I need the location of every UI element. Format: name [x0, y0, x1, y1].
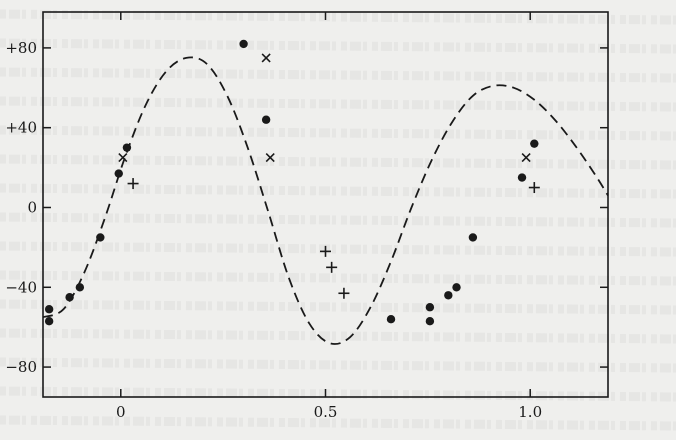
data-point-circle	[386, 315, 396, 324]
data-point-circle	[75, 283, 85, 292]
y-tick-label: 0	[27, 198, 37, 216]
data-point-plus	[326, 261, 338, 273]
data-point-circle	[468, 233, 478, 242]
data-point-plus	[338, 287, 350, 299]
data-point-cross	[118, 153, 128, 163]
background-text-line	[0, 386, 676, 402]
fit-curve	[42, 56, 609, 345]
data-point-plus	[127, 178, 139, 190]
data-point-circle	[44, 316, 54, 326]
background-text-line	[0, 299, 676, 315]
background-text-line	[0, 67, 676, 83]
data-point-circle	[530, 139, 539, 148]
background-text-line	[0, 96, 676, 112]
data-point-circle	[452, 283, 461, 292]
background-text-line	[0, 183, 676, 199]
axis-ticks	[43, 12, 608, 397]
y-tick-label: −40	[5, 278, 37, 296]
y-tick-label: +80	[5, 39, 37, 57]
x-tick-label: 0.5	[314, 403, 338, 421]
background-text-line	[0, 154, 676, 170]
background-text-line	[0, 415, 676, 431]
background-text-line	[0, 125, 676, 141]
data-point-plus	[320, 245, 331, 257]
data-point-circle	[425, 316, 435, 326]
background-text-line	[0, 357, 676, 373]
background-text-line	[0, 270, 676, 286]
data-point-circle	[444, 291, 453, 300]
data-point-cross	[261, 53, 271, 63]
background-text-line	[0, 38, 676, 54]
background-text-line	[0, 241, 676, 257]
x-tick-label: 0	[116, 403, 126, 421]
data-point-cross	[521, 153, 531, 163]
background-text-line	[0, 9, 676, 25]
data-point-circle	[261, 115, 271, 124]
y-tick-label: +40	[5, 119, 37, 137]
background-page-texture	[0, 9, 676, 431]
x-tick-label: 1.0	[518, 403, 542, 421]
data-point-circle	[517, 173, 527, 182]
data-point-circle	[96, 233, 105, 242]
data-point-plus	[528, 182, 540, 194]
data-point-circle	[65, 293, 74, 302]
data-point-circle	[425, 303, 435, 312]
data-points	[44, 39, 540, 326]
axis-tick-labels: +80 +40 0 −40 −80 0 0.5 1.0	[5, 39, 542, 421]
dashed-fit-line	[42, 56, 609, 345]
data-point-circle	[122, 143, 132, 152]
y-tick-label: −80	[5, 358, 37, 376]
data-point-circle	[239, 39, 248, 49]
data-point-circle	[114, 169, 123, 178]
data-point-circle	[44, 305, 54, 314]
background-text-line	[0, 328, 676, 344]
data-point-cross	[265, 153, 275, 163]
background-text-line	[0, 212, 676, 228]
